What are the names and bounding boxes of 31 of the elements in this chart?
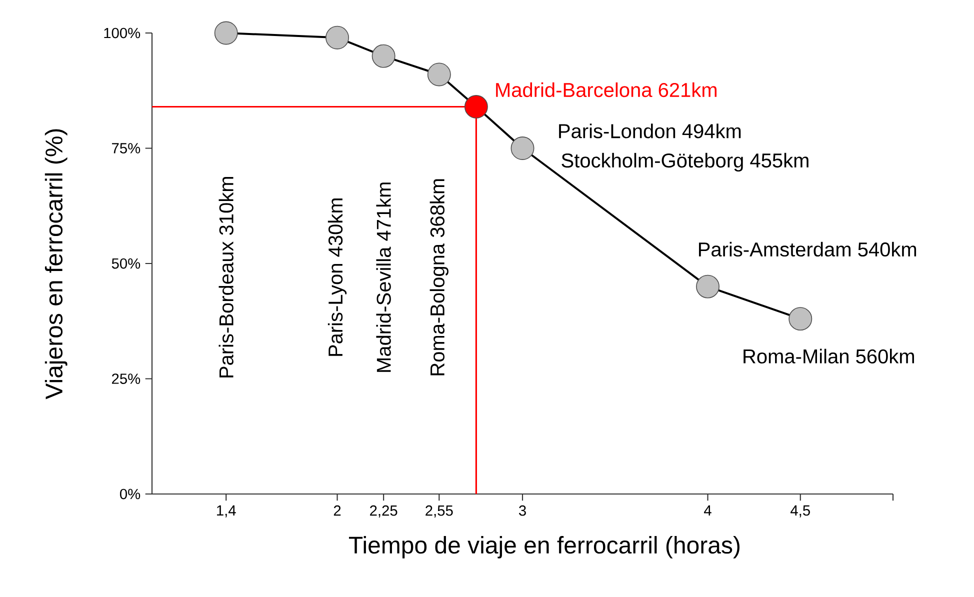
annotation: Stockholm-Göteborg 455km (562, 152, 808, 172)
x-tick-label: 2,25 (370, 505, 398, 518)
y-axis-title: Viajeros en ferrocarril (%) (44, 129, 68, 400)
x-tick-label: 3 (518, 505, 526, 516)
y-tick-label: 25% (112, 374, 140, 384)
point (788, 307, 812, 331)
x-tick-label: 2,55 (426, 505, 453, 518)
x-tick-label: 4 (704, 505, 712, 516)
y-tick-label: 100% (104, 28, 140, 38)
annotation: Madrid-Sevilla 471km (376, 182, 391, 372)
point (510, 136, 534, 160)
annotation: Paris-Bordeaux 310km (218, 176, 234, 378)
annotation: Madrid-Barcelona 621km (496, 82, 717, 98)
x-axis-title: Tiempo de viaje en ferrocarril (horas) (348, 536, 740, 558)
y-tick-label: 0% (120, 488, 140, 500)
point (372, 44, 396, 68)
x-tick-label: 4,5 (790, 505, 810, 518)
y-tick-label: 50% (112, 258, 140, 269)
annotation: Paris-Lyon 430km (328, 198, 347, 356)
x-tick-label: 1,4 (217, 505, 236, 518)
point (427, 62, 451, 86)
point (464, 95, 488, 118)
y-tick-label: 75% (112, 143, 140, 154)
point (326, 26, 349, 50)
annotation: Roma-Bologna 368km (430, 179, 448, 376)
annotation: Paris-Amsterdam 540km (698, 242, 916, 257)
point (696, 274, 720, 298)
point (214, 21, 238, 45)
annotation: Roma-Milan 560km (744, 348, 914, 364)
annotation: Paris-London 494km (559, 124, 741, 138)
x-tick-label: 2 (334, 505, 341, 516)
